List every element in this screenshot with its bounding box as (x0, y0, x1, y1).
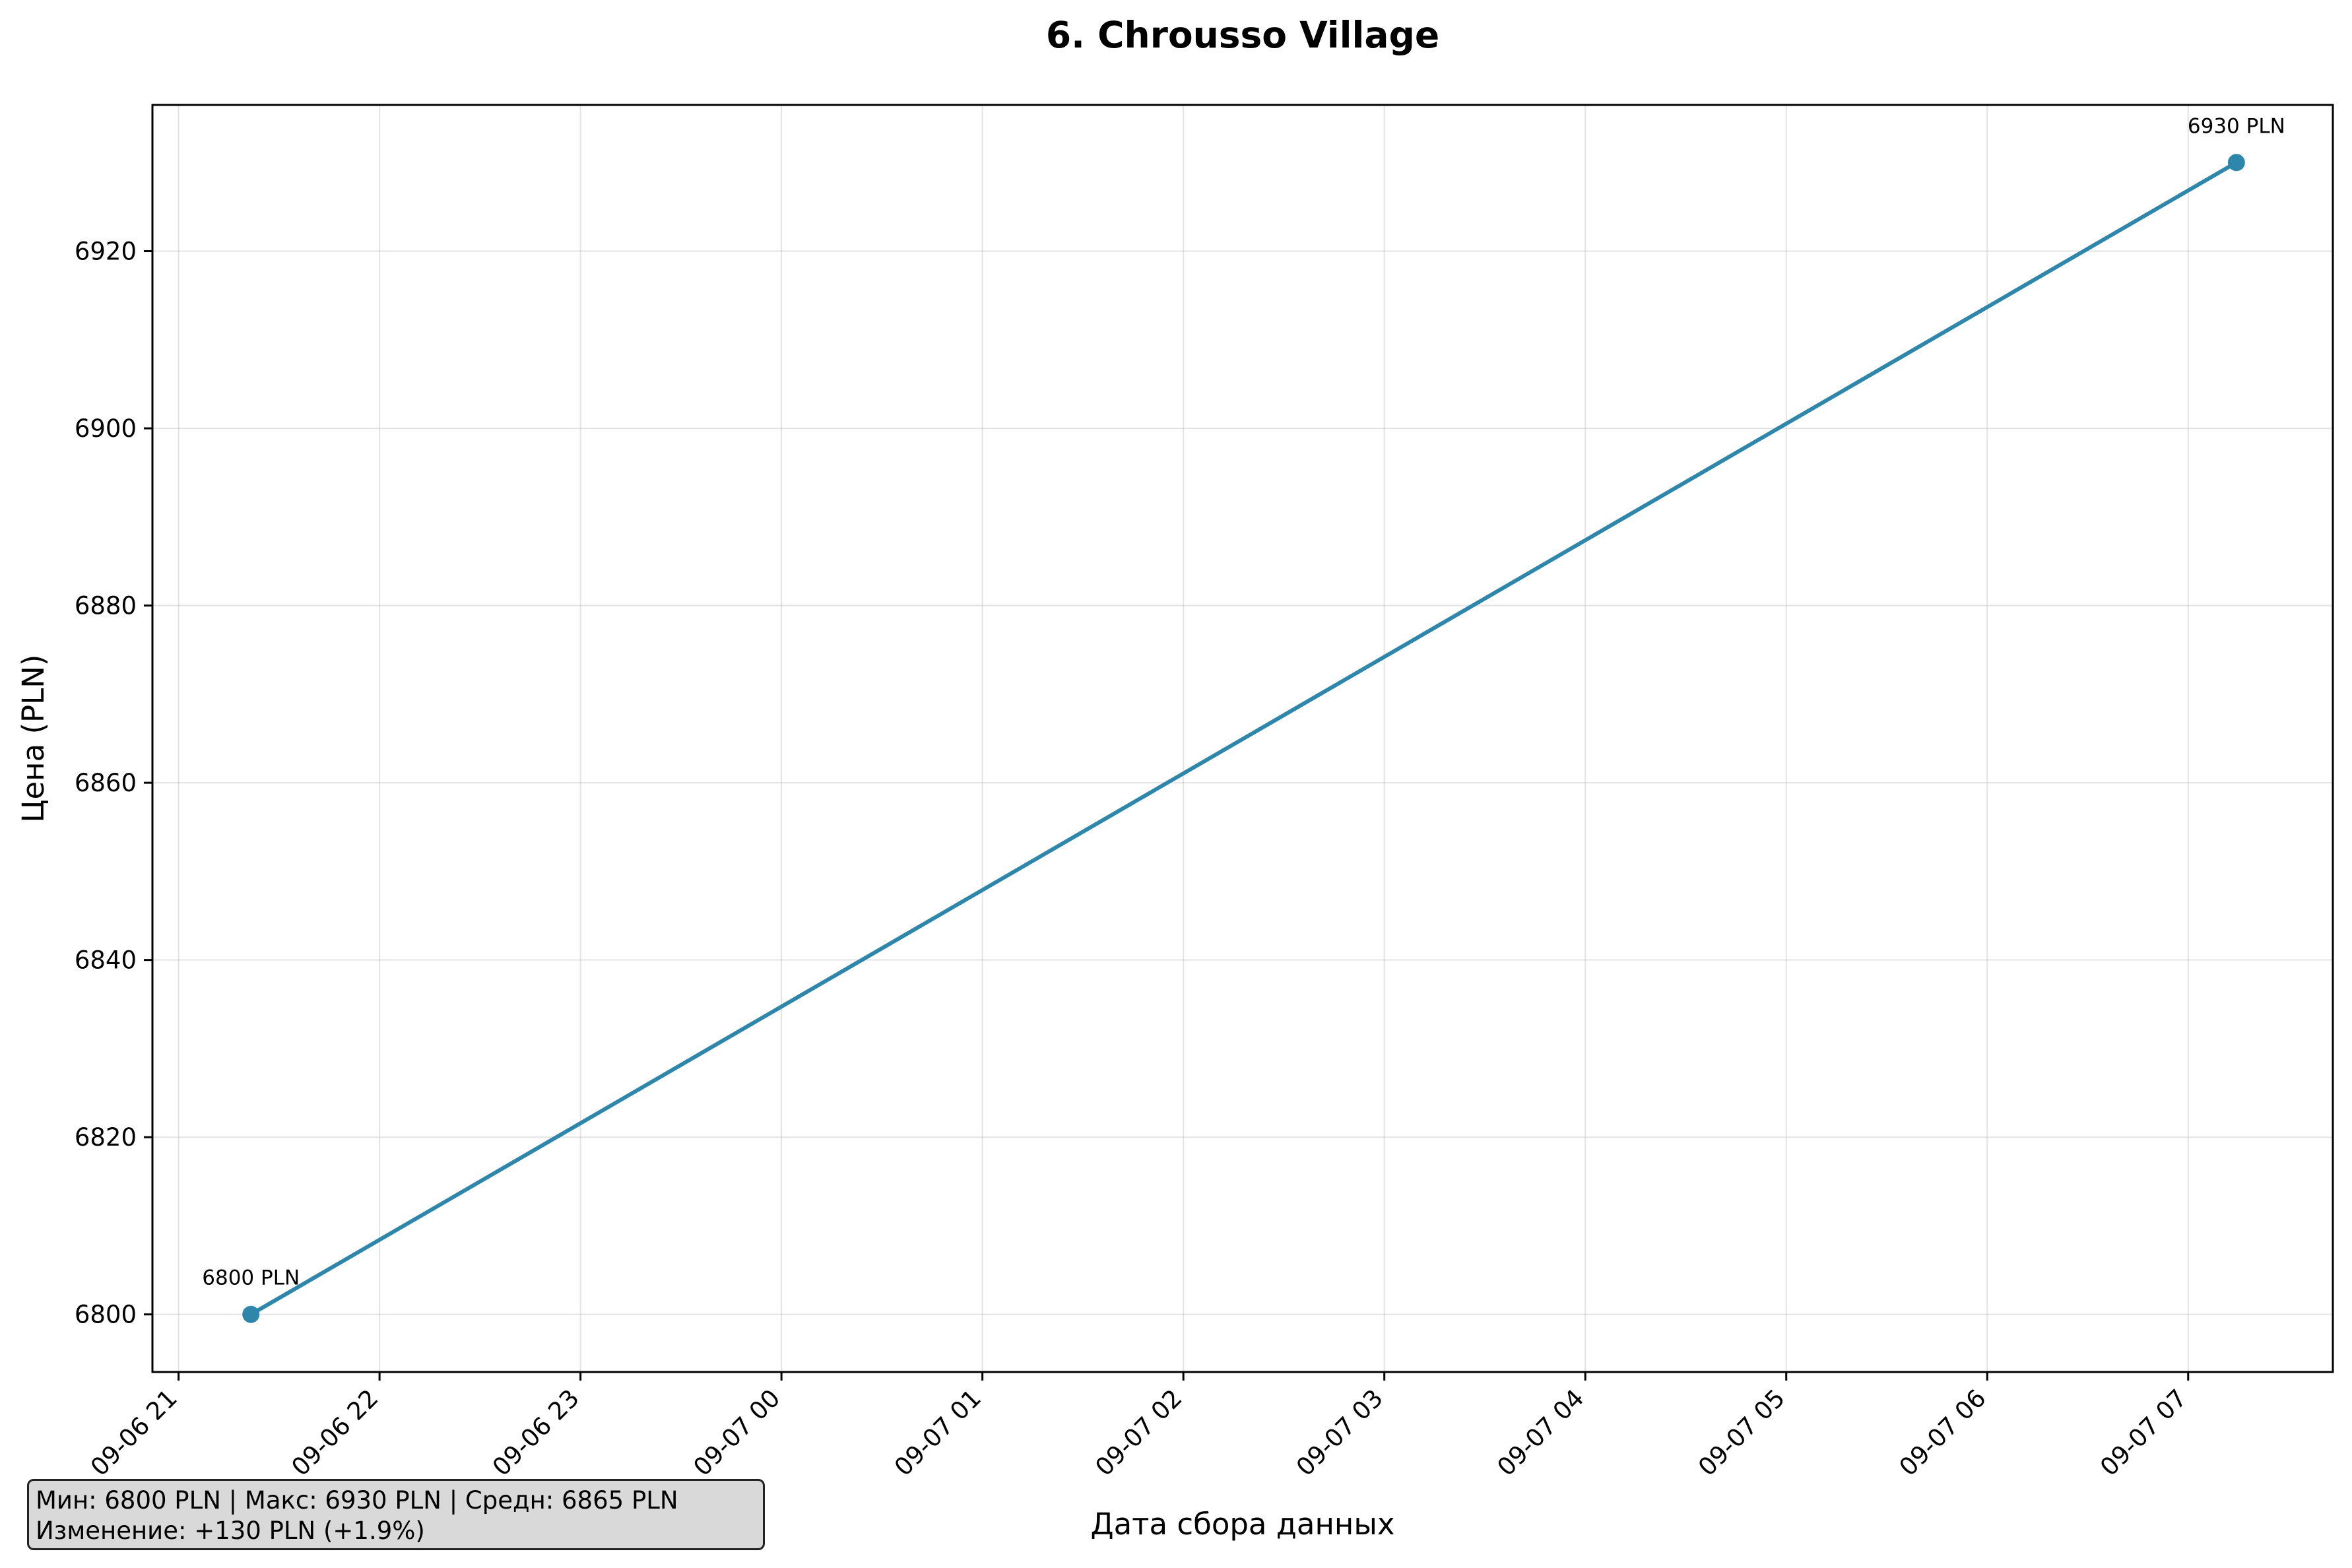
stats-summary: Мин: 6800 PLN | Макс: 6930 PLN | Средн: … (36, 1486, 678, 1515)
y-tick-label: 6840 (75, 946, 137, 975)
y-axis-ticks: 6800 6820 6840 6860 6880 6900 6920 (75, 238, 152, 1329)
x-tick-label: 09-07 02 (1090, 1384, 1187, 1482)
chart-title: 6. Chrousso Village (1046, 14, 1439, 56)
x-axis-ticks: 09-06 21 09-06 22 09-06 23 09-07 00 09-07 01… (85, 1372, 2192, 1482)
series-line (249, 160, 2238, 1317)
x-tick-label: 09-07 07 (2095, 1384, 2192, 1482)
x-tick-label: 09-07 00 (688, 1384, 785, 1482)
x-tick-label: 09-06 21 (85, 1384, 183, 1482)
stats-box: Мин: 6800 PLN | Макс: 6930 PLN | Средн: … (27, 1479, 765, 1550)
stats-change: Изменение: +130 PLN (+1.9%) (36, 1517, 425, 1545)
y-axis-label: Цена (PLN) (16, 655, 51, 823)
x-tick-label: 09-07 06 (1894, 1384, 1992, 1482)
x-tick-label: 09-07 03 (1291, 1384, 1388, 1482)
y-tick-label: 6920 (75, 238, 137, 266)
y-tick-label: 6800 (75, 1301, 137, 1329)
data-point (2227, 154, 2245, 172)
x-tick-label: 09-07 01 (889, 1384, 987, 1482)
x-axis-label: Дата сбора данных (1091, 1507, 1395, 1542)
x-tick-label: 09-07 05 (1693, 1384, 1790, 1482)
plot-frame (151, 104, 2334, 1373)
x-tick-label: 09-06 23 (487, 1384, 585, 1482)
data-label: 6930 PLN (2188, 114, 2285, 138)
x-tick-label: 09-07 04 (1492, 1384, 1590, 1482)
y-tick-label: 6880 (75, 592, 137, 620)
x-tick-label: 09-06 22 (286, 1384, 383, 1482)
y-tick-label: 6860 (75, 769, 137, 797)
y-tick-label: 6820 (75, 1123, 137, 1152)
data-point (242, 1305, 260, 1323)
series: 6800 PLN 6930 PLN (202, 114, 2285, 1323)
data-label: 6800 PLN (202, 1266, 300, 1290)
grid (152, 105, 2333, 1372)
y-tick-label: 6900 (75, 414, 137, 443)
